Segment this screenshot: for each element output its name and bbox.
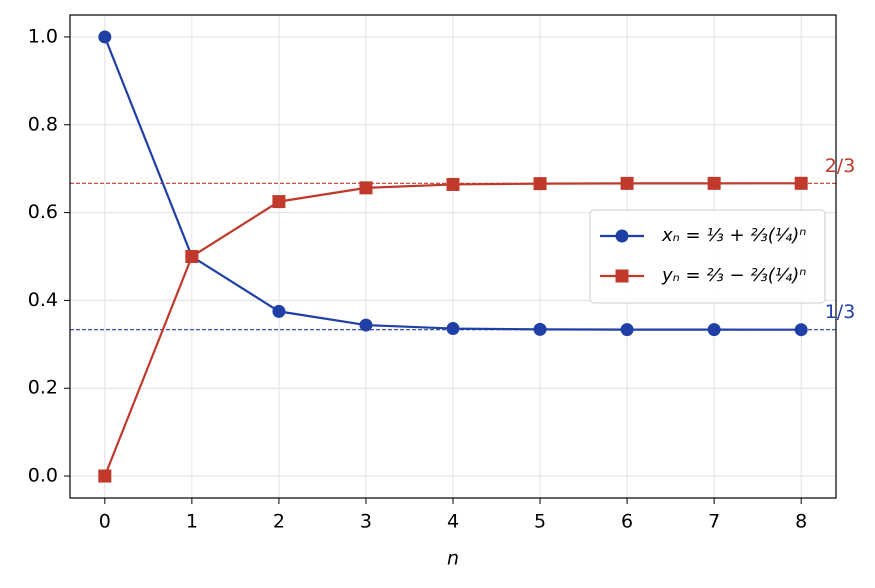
marker (359, 318, 373, 332)
legend-label: yₙ = ⅔ − ⅔(¼)ⁿ (661, 265, 806, 286)
marker (707, 176, 721, 190)
plot-frame (69, 14, 837, 499)
x-tick-label: 8 (795, 511, 807, 533)
y-tick-label: 0.8 (28, 113, 58, 135)
legend: xₙ = ⅓ + ⅔(¼)ⁿ yₙ = ⅔ − ⅔(¼)ⁿ (589, 209, 826, 304)
reference-label: 1/3 (825, 301, 856, 323)
x-axis-label: n (447, 548, 459, 570)
legend-box (589, 209, 826, 304)
marker (707, 323, 721, 337)
marker (794, 323, 808, 337)
x-tick-label: 7 (708, 511, 720, 533)
marker (359, 181, 373, 195)
y-tick-label: 0.0 (28, 465, 58, 487)
marker (533, 177, 547, 191)
y-tick-label: 0.4 (28, 289, 58, 311)
marker (272, 195, 286, 209)
marker (620, 323, 634, 337)
marker (98, 30, 112, 44)
x-tick-label: 0 (99, 511, 111, 533)
reference-label: 2/3 (825, 155, 856, 177)
marker (272, 304, 286, 318)
marker (794, 176, 808, 190)
marker (98, 469, 112, 483)
y-tick-label: 0.2 (28, 377, 58, 399)
x-tick-label: 2 (273, 511, 285, 533)
x-tick-label: 4 (447, 511, 459, 533)
legend-marker (615, 269, 629, 283)
legend-label: xₙ = ⅓ + ⅔(¼)ⁿ (661, 225, 806, 246)
legend-marker (615, 229, 629, 243)
x-tick-label: 5 (534, 511, 546, 533)
x-tick-label: 1 (186, 511, 198, 533)
x-tick-label: 6 (621, 511, 633, 533)
marker (620, 176, 634, 190)
x-tick-label: 3 (360, 511, 372, 533)
marker (533, 322, 547, 336)
marker (446, 322, 460, 336)
marker (446, 177, 460, 191)
y-tick-label: 1.0 (28, 25, 58, 47)
marker (185, 250, 199, 263)
y-tick-label: 0.6 (28, 201, 58, 223)
